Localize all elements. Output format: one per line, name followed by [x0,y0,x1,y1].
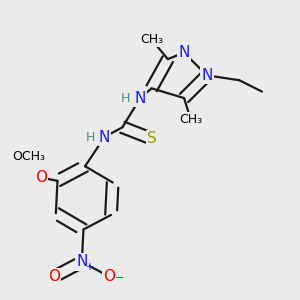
Text: OCH₃: OCH₃ [12,150,45,163]
Text: N: N [76,254,88,269]
Text: O: O [103,269,116,284]
Text: H: H [121,92,130,105]
Text: CH₃: CH₃ [179,113,202,126]
Text: CH₃: CH₃ [140,33,163,46]
Text: H: H [85,130,94,143]
Text: +: + [85,262,93,272]
Text: N: N [178,45,190,60]
Text: N: N [99,130,110,145]
Text: O: O [48,269,60,284]
Text: S: S [147,131,157,146]
Text: N: N [201,68,212,83]
Text: N: N [135,91,146,106]
Text: N: N [99,130,110,145]
Text: H: H [85,130,94,143]
Text: N: N [135,91,146,106]
Text: −: − [115,273,124,283]
Text: O: O [35,170,47,185]
Text: H: H [121,92,130,105]
